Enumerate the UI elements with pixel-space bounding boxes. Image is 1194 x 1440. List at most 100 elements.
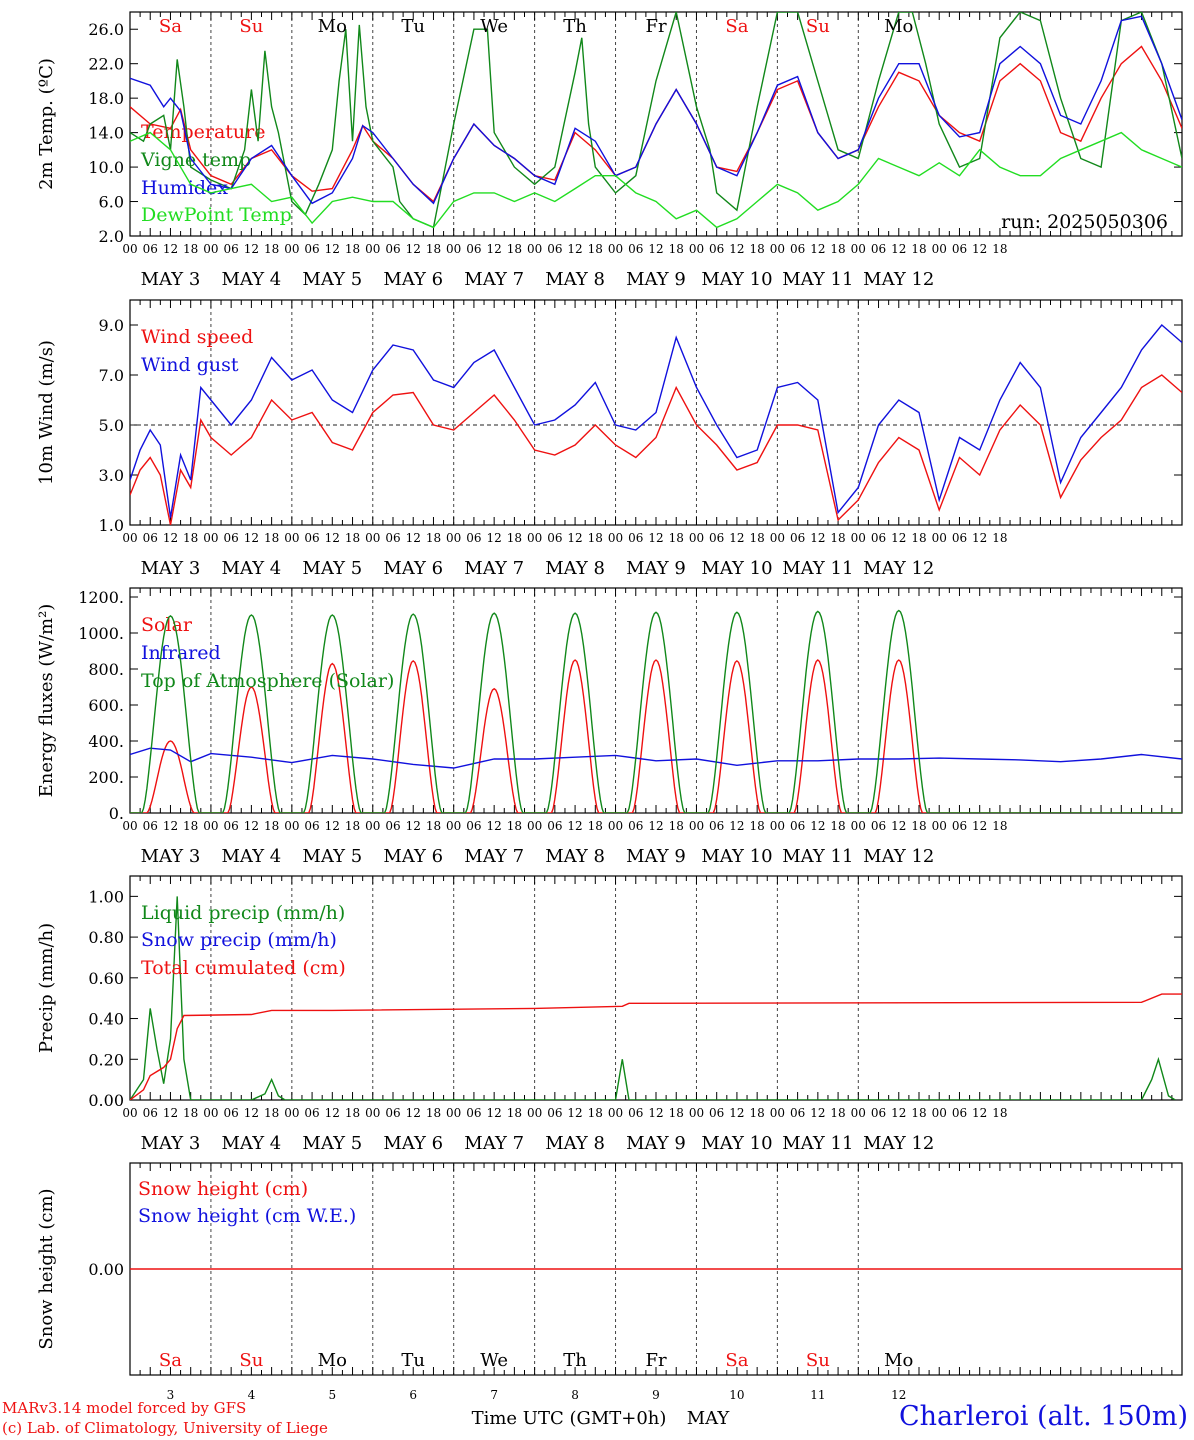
date-label: MAY 8 <box>545 1133 605 1154</box>
hour-tick-label: 12 <box>567 1106 582 1120</box>
station-title: Charleroi (alt. 150m) <box>899 1401 1188 1432</box>
run-label: run: 2025050306 <box>1001 211 1168 233</box>
hour-tick-label: 18 <box>264 531 279 545</box>
hour-tick-label: 00 <box>365 242 380 256</box>
day-number-label: 11 <box>810 1388 825 1402</box>
hour-tick-label: 06 <box>143 531 158 545</box>
hour-tick-label: 18 <box>830 819 845 833</box>
credit-line-1: MARv3.14 model forced by GFS <box>2 1399 247 1417</box>
hour-tick-label: 00 <box>932 242 947 256</box>
hour-tick-label: 12 <box>163 1106 178 1120</box>
hour-tick-label: 12 <box>891 242 906 256</box>
date-label: MAY 7 <box>464 1133 524 1154</box>
hour-tick-label: 00 <box>932 819 947 833</box>
hour-tick-label: 00 <box>365 819 380 833</box>
hour-tick-label: 00 <box>203 242 218 256</box>
weekday-label: Su <box>806 1350 830 1371</box>
hour-tick-label: 00 <box>608 819 623 833</box>
hour-tick-label: 12 <box>972 242 987 256</box>
date-label: MAY 11 <box>782 1133 853 1154</box>
hour-tick-label: 12 <box>567 531 582 545</box>
series-line <box>130 323 1182 518</box>
hour-tick-label: 12 <box>406 1106 421 1120</box>
hour-tick-label: 18 <box>750 531 765 545</box>
y-tick-label: 1000. <box>78 624 124 643</box>
day-number-label: 9 <box>652 1388 660 1402</box>
hour-tick-label: 18 <box>669 242 684 256</box>
y-tick-label: 0. <box>109 804 124 823</box>
date-label: MAY 8 <box>545 846 605 867</box>
hour-tick-label: 06 <box>952 242 967 256</box>
y-tick-label: 2.0 <box>99 227 124 246</box>
date-label: MAY 5 <box>302 1133 362 1154</box>
x-axis-label: Time UTC (GMT+0h) <box>472 1408 667 1429</box>
date-label: MAY 3 <box>141 846 201 867</box>
date-label: MAY 7 <box>464 558 524 579</box>
weekday-label: Th <box>563 16 587 37</box>
hour-tick-label: 00 <box>446 819 461 833</box>
series-line <box>130 896 1176 1100</box>
hour-tick-label: 00 <box>446 1106 461 1120</box>
day-number-label: 6 <box>409 1388 417 1402</box>
y-tick-label: 1.00 <box>88 887 124 906</box>
hour-tick-label: 06 <box>547 531 562 545</box>
hour-tick-label: 00 <box>122 531 137 545</box>
hour-tick-label: 12 <box>729 242 744 256</box>
y-tick-label: 22.0 <box>88 55 124 74</box>
hour-tick-label: 06 <box>952 819 967 833</box>
legend-label: Humidex <box>141 177 228 199</box>
hour-tick-label: 06 <box>466 242 481 256</box>
hour-tick-label: 18 <box>426 819 441 833</box>
hour-tick-label: 06 <box>871 242 886 256</box>
hour-tick-label: 12 <box>487 242 502 256</box>
date-label: MAY 3 <box>141 558 201 579</box>
hour-tick-label: 12 <box>810 819 825 833</box>
hour-tick-label: 06 <box>304 1106 319 1120</box>
hour-tick-label: 06 <box>224 1106 239 1120</box>
hour-tick-label: 06 <box>466 1106 481 1120</box>
hour-tick-label: 18 <box>264 242 279 256</box>
hour-tick-label: 12 <box>648 242 663 256</box>
hour-tick-label: 18 <box>507 531 522 545</box>
y-tick-label: 0.00 <box>88 1091 124 1110</box>
hour-tick-label: 12 <box>325 531 340 545</box>
date-label: MAY 6 <box>383 269 443 290</box>
hour-tick-label: 06 <box>385 242 400 256</box>
date-label: MAY 6 <box>383 1133 443 1154</box>
weekday-label: Su <box>239 16 263 37</box>
date-label: MAY 5 <box>302 846 362 867</box>
hour-tick-label: 06 <box>466 531 481 545</box>
y-tick-label: 800. <box>88 660 124 679</box>
hour-tick-label: 06 <box>224 242 239 256</box>
hour-tick-label: 06 <box>709 242 724 256</box>
hour-tick-label: 18 <box>830 242 845 256</box>
hour-tick-label: 18 <box>588 819 603 833</box>
legend-label: Top of Atmosphere (Solar) <box>141 670 394 692</box>
y-tick-label: 18.0 <box>88 89 124 108</box>
day-number-label: 4 <box>248 1388 256 1402</box>
legend-label: Liquid precip (mm/h) <box>141 902 345 924</box>
hour-tick-label: 18 <box>507 819 522 833</box>
hour-tick-label: 18 <box>345 1106 360 1120</box>
hour-tick-label: 00 <box>770 242 785 256</box>
y-tick-label: 5.0 <box>99 416 124 435</box>
hour-tick-label: 06 <box>547 1106 562 1120</box>
y-axis-label-snow: Snow height (cm) <box>36 1188 57 1349</box>
hour-tick-label: 00 <box>284 1106 299 1120</box>
hour-tick-label: 12 <box>567 242 582 256</box>
date-label: MAY 9 <box>626 846 686 867</box>
hour-tick-label: 06 <box>790 531 805 545</box>
hour-tick-label: 00 <box>932 531 947 545</box>
hour-tick-label: 18 <box>345 819 360 833</box>
hour-tick-label: 18 <box>264 1106 279 1120</box>
y-tick-label: 1200. <box>78 588 124 607</box>
legend-label: Wind speed <box>141 326 253 348</box>
y-axis-label-energy: Energy fluxes (W/m²) <box>36 604 57 798</box>
weekday-label: Sa <box>725 1350 748 1371</box>
hour-tick-label: 18 <box>345 242 360 256</box>
date-label: MAY 12 <box>863 269 934 290</box>
y-tick-label: 9.0 <box>99 316 124 335</box>
hour-tick-label: 06 <box>385 531 400 545</box>
hour-tick-label: 00 <box>527 819 542 833</box>
hour-tick-label: 12 <box>406 819 421 833</box>
